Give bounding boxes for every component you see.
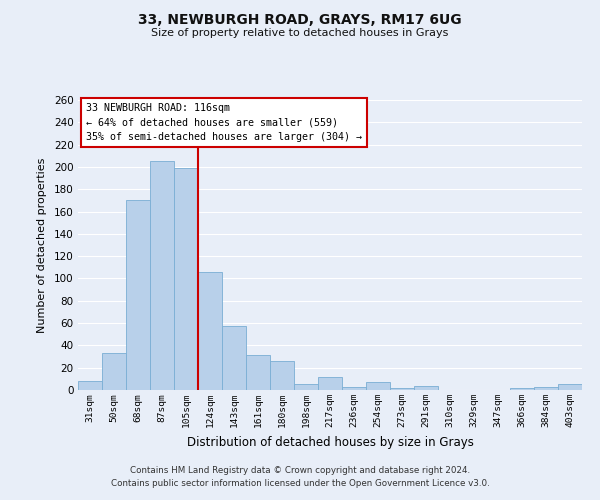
Bar [534,386,558,390]
Text: Size of property relative to detached houses in Grays: Size of property relative to detached ho… [151,28,449,38]
Bar [342,386,366,390]
Bar [150,162,174,390]
Bar [102,353,126,390]
Bar [270,361,294,390]
Bar [318,376,342,390]
Bar [294,384,318,390]
Bar [246,356,270,390]
Text: 33, NEWBURGH ROAD, GRAYS, RM17 6UG: 33, NEWBURGH ROAD, GRAYS, RM17 6UG [138,12,462,26]
Bar [126,200,150,390]
Bar [558,384,582,390]
Y-axis label: Number of detached properties: Number of detached properties [37,158,47,332]
Bar [198,272,222,390]
Bar [414,386,438,390]
Text: Contains HM Land Registry data © Crown copyright and database right 2024.
Contai: Contains HM Land Registry data © Crown c… [110,466,490,487]
Bar [390,388,414,390]
X-axis label: Distribution of detached houses by size in Grays: Distribution of detached houses by size … [187,436,473,448]
Bar [510,388,534,390]
Bar [78,381,102,390]
Text: 33 NEWBURGH ROAD: 116sqm
← 64% of detached houses are smaller (559)
35% of semi-: 33 NEWBURGH ROAD: 116sqm ← 64% of detach… [86,103,362,142]
Bar [222,326,246,390]
Bar [366,382,390,390]
Bar [174,168,198,390]
